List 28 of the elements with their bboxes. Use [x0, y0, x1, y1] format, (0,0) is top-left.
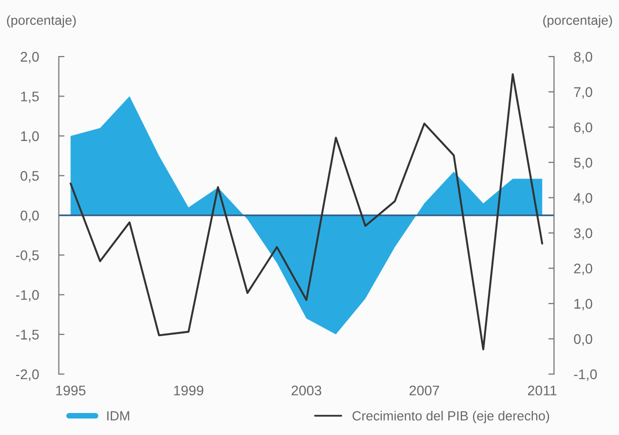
y2-tick-label: 1,0	[574, 298, 592, 310]
y-tick-label: 1,0	[21, 131, 39, 143]
y2-tick-label: 5,0	[574, 158, 592, 170]
x-tick-label: 1999	[174, 386, 204, 396]
y2-tick-label: -1,0	[574, 369, 597, 381]
y-axis-title: (porcentaje)	[7, 15, 76, 28]
y2-axis-title: (porcentaje)	[543, 15, 612, 28]
y-tick-label: 2,0	[20, 52, 39, 64]
legend-label: IDM	[107, 411, 130, 420]
y-tick-label: 0,0	[20, 210, 39, 222]
y-tick-label: 1,5	[21, 92, 39, 104]
x-tick-label: 2003	[292, 386, 322, 396]
y-tick-label: -0,5	[16, 250, 39, 262]
y-tick-label: -1,0	[16, 290, 39, 302]
y2-tick-label: 3,0	[574, 228, 592, 240]
y-tick-label: -2,0	[16, 369, 39, 381]
x-tick-label: 1995	[56, 386, 86, 396]
legend-label: Crecimiento del PIB (eje derecho)	[352, 410, 550, 424]
x-tick-label: 2007	[410, 386, 440, 396]
y2-tick-label: 0,0	[574, 334, 592, 346]
x-tick-label: 2011	[528, 386, 556, 396]
y2-tick-label: 7,0	[574, 87, 592, 99]
y2-tick-label: 8,0	[574, 52, 592, 64]
y-tick-label: 0,5	[20, 170, 39, 182]
y2-tick-label: 4,0	[574, 193, 592, 204]
y2-tick-label: 6,0	[574, 122, 592, 134]
y2-tick-label: 2,0	[574, 264, 592, 276]
y-tick-label: -1,5	[16, 330, 39, 342]
